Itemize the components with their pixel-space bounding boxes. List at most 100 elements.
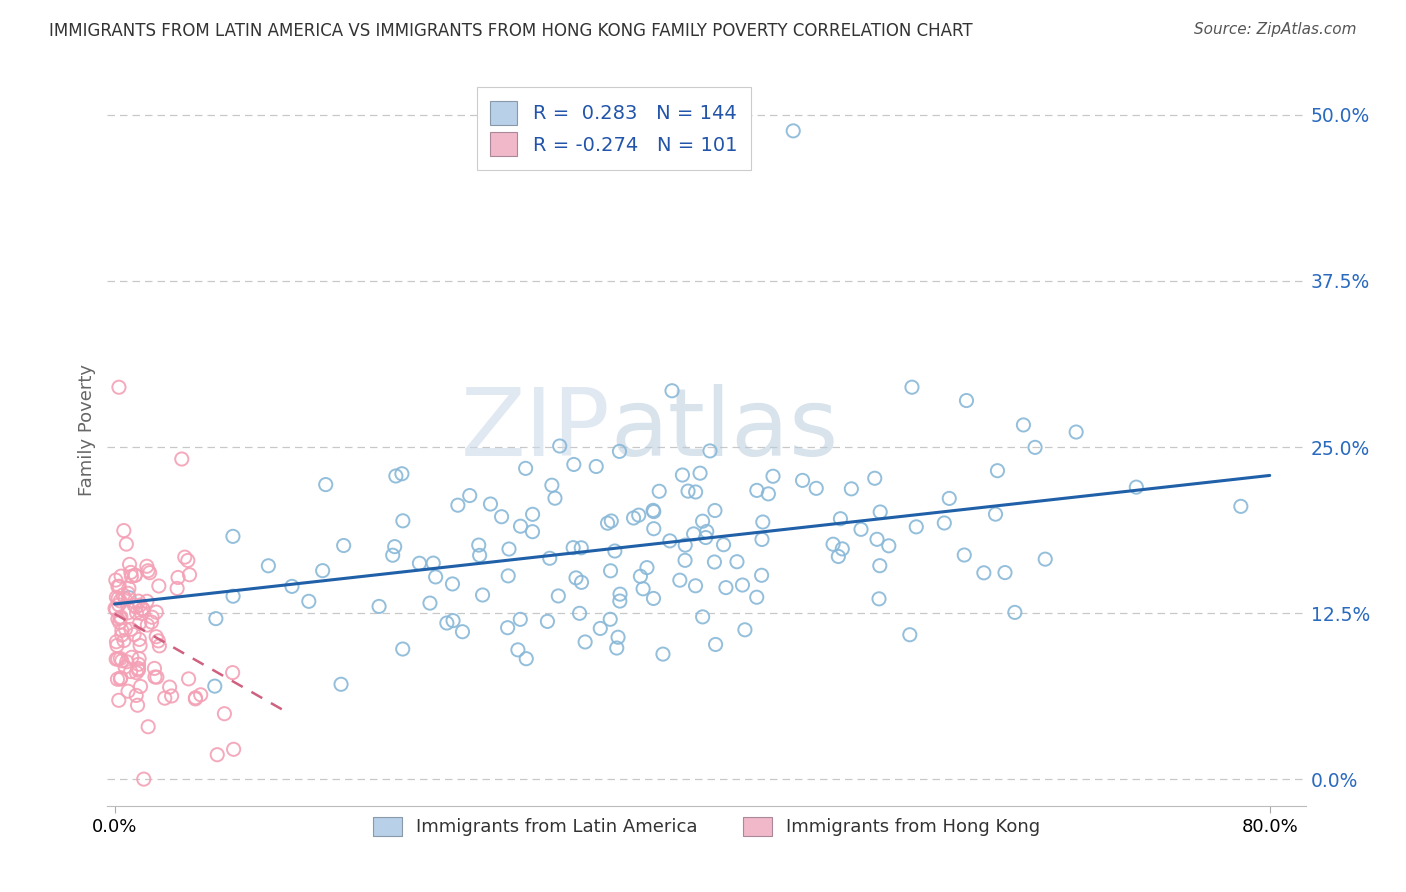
Point: [695, 531, 717, 545]
Point: [1125, 480, 1147, 494]
Point: [831, 541, 853, 556]
Point: [184, 692, 207, 706]
Point: [562, 458, 585, 472]
Point: [669, 573, 692, 587]
Point: [751, 568, 773, 582]
Point: [143, 661, 166, 675]
Point: [877, 539, 900, 553]
Point: [447, 498, 470, 512]
Point: [471, 588, 494, 602]
Point: [121, 650, 143, 665]
Point: [425, 570, 447, 584]
Point: [124, 568, 146, 582]
Point: [596, 516, 619, 531]
Point: [934, 516, 956, 530]
Point: [515, 651, 537, 665]
Point: [699, 444, 721, 458]
Point: [391, 642, 413, 657]
Point: [167, 570, 190, 584]
Point: [734, 623, 756, 637]
Point: [115, 655, 138, 669]
Point: [128, 651, 150, 665]
Point: [984, 507, 1007, 521]
Point: [609, 594, 631, 608]
Point: [692, 514, 714, 528]
Point: [1064, 425, 1087, 439]
Point: [122, 599, 145, 613]
Point: [938, 491, 960, 506]
Point: [118, 558, 141, 572]
Point: [868, 591, 890, 606]
Point: [703, 503, 725, 517]
Point: [391, 467, 413, 481]
Point: [441, 577, 464, 591]
Point: [143, 670, 166, 684]
Point: [863, 471, 886, 485]
Point: [105, 603, 128, 617]
Point: [745, 591, 768, 605]
Point: [548, 439, 571, 453]
Text: IMMIGRANTS FROM LATIN AMERICA VS IMMIGRANTS FROM HONG KONG FAMILY POVERTY CORREL: IMMIGRANTS FROM LATIN AMERICA VS IMMIGRA…: [49, 22, 973, 40]
Point: [496, 621, 519, 635]
Point: [104, 601, 127, 615]
Point: [221, 665, 243, 680]
Point: [673, 538, 696, 552]
Point: [298, 594, 321, 608]
Point: [714, 581, 737, 595]
Point: [184, 690, 207, 705]
Point: [145, 630, 167, 644]
Point: [112, 524, 135, 538]
Point: [111, 654, 134, 668]
Point: [827, 549, 849, 564]
Point: [955, 393, 977, 408]
Point: [148, 639, 170, 653]
Point: [127, 698, 149, 713]
Point: [1012, 417, 1035, 432]
Point: [222, 742, 245, 756]
Point: [136, 618, 159, 632]
Point: [129, 639, 152, 653]
Point: [132, 602, 155, 616]
Point: [973, 566, 995, 580]
Point: [689, 466, 711, 480]
Point: [131, 607, 153, 621]
Point: [752, 515, 775, 529]
Point: [135, 559, 157, 574]
Point: [849, 522, 872, 536]
Point: [830, 512, 852, 526]
Point: [636, 560, 658, 574]
Point: [170, 452, 193, 467]
Point: [544, 491, 567, 506]
Point: [569, 541, 592, 555]
Point: [467, 538, 489, 552]
Point: [173, 550, 195, 565]
Point: [104, 573, 127, 587]
Point: [685, 485, 707, 500]
Point: [441, 614, 464, 628]
Point: [108, 615, 131, 630]
Point: [124, 568, 146, 582]
Point: [125, 665, 148, 680]
Point: [111, 628, 134, 642]
Point: [491, 509, 513, 524]
Point: [141, 615, 163, 629]
Point: [136, 564, 159, 578]
Point: [609, 444, 631, 458]
Point: [190, 688, 212, 702]
Point: [648, 484, 671, 499]
Point: [153, 691, 176, 706]
Point: [901, 380, 924, 394]
Point: [745, 483, 768, 498]
Point: [110, 671, 132, 685]
Point: [673, 553, 696, 567]
Point: [118, 591, 141, 605]
Point: [384, 540, 406, 554]
Point: [166, 582, 188, 596]
Point: [627, 508, 650, 523]
Point: [547, 589, 569, 603]
Point: [110, 569, 132, 583]
Point: [692, 610, 714, 624]
Point: [536, 615, 558, 629]
Point: [222, 589, 245, 603]
Point: [600, 514, 623, 528]
